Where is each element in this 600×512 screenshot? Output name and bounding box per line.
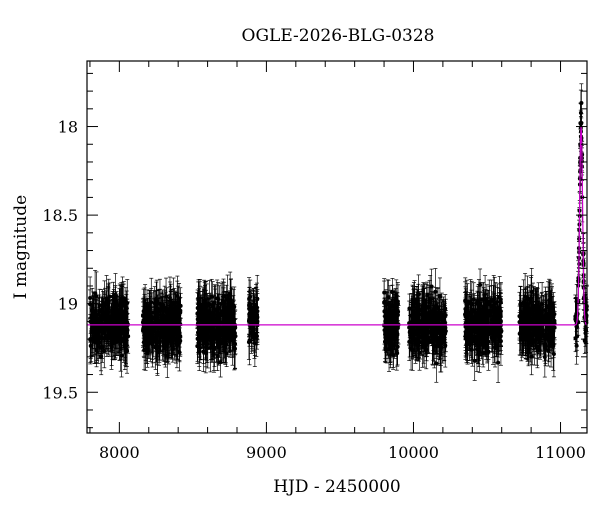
data-point: [251, 295, 256, 339]
data-point: [254, 299, 259, 330]
data-point: [91, 318, 96, 344]
data-point: [215, 279, 220, 318]
data-point: [93, 270, 98, 317]
data-point: [226, 291, 231, 343]
data-point: [213, 284, 218, 335]
data-point: [201, 286, 206, 331]
data-point: [215, 322, 220, 363]
data-point: [144, 326, 149, 354]
y-tick-label: 19: [58, 295, 78, 314]
data-point: [207, 304, 212, 332]
data-point: [209, 315, 214, 342]
data-point: [255, 289, 260, 334]
x-axis-label: HJD - 2450000: [273, 477, 401, 497]
data-point: [119, 334, 124, 378]
data-point: [205, 327, 210, 369]
data-point: [203, 289, 208, 339]
data-point: [88, 276, 93, 320]
y-axis-label: I magnitude: [11, 195, 31, 299]
data-point: [110, 317, 115, 345]
data-points: [88, 83, 589, 383]
data-point: [94, 271, 99, 322]
data-point: [224, 297, 229, 342]
data-point: [113, 285, 118, 335]
data-point: [123, 314, 128, 341]
data-point: [116, 313, 121, 340]
data-point: [140, 313, 145, 348]
data-point: [171, 308, 176, 356]
y-tick-label: 18: [58, 118, 78, 137]
data-point: [152, 312, 157, 350]
data-point: [104, 290, 109, 329]
axis-ticks: 8000 9000 10000 11000 18 18.5 19 19.5: [42, 61, 587, 462]
y-tick-label: 19.5: [42, 383, 78, 402]
x-tick-label: 11000: [535, 443, 586, 462]
data-point: [88, 333, 93, 359]
data-point: [218, 307, 223, 354]
data-point: [227, 291, 232, 336]
data-point: [383, 289, 388, 339]
data-point: [112, 316, 117, 357]
data-point: [196, 293, 201, 343]
x-tick-label: 9000: [246, 443, 287, 462]
data-point: [149, 287, 154, 338]
data-point: [119, 300, 124, 336]
model-curve: [87, 126, 588, 326]
x-tick-label: 10000: [388, 443, 439, 462]
x-tick-label: 8000: [99, 443, 140, 462]
data-point: [434, 344, 439, 383]
data-point: [162, 296, 167, 345]
data-point: [100, 316, 105, 359]
data-point: [246, 307, 251, 335]
data-point: [171, 289, 176, 319]
y-tick-label: 18.5: [42, 206, 78, 225]
data-point: [154, 321, 159, 363]
data-point: [221, 311, 226, 345]
data-point: [103, 294, 108, 341]
data-point: [195, 328, 200, 365]
data-point: [146, 322, 151, 350]
plot-frame: [86, 60, 588, 434]
data-point: [107, 306, 112, 340]
chart-title: OGLE-2026-BLG-0328: [242, 26, 435, 46]
